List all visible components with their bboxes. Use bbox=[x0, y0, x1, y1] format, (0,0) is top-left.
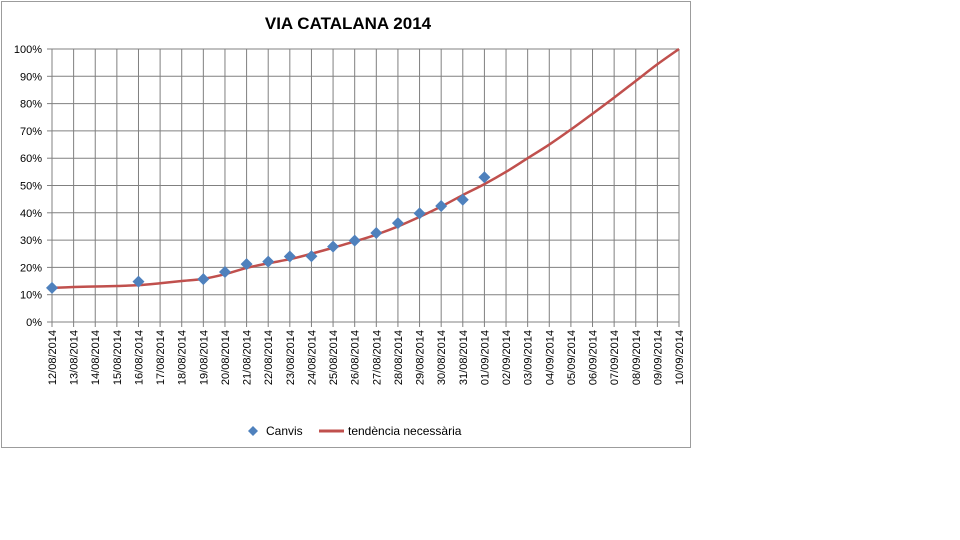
data-point bbox=[478, 171, 491, 184]
y-tick-label: 60% bbox=[20, 153, 42, 165]
x-tick-label: 25/08/2014 bbox=[328, 330, 340, 385]
y-tick-label: 70% bbox=[20, 126, 42, 138]
x-tick-label: 05/09/2014 bbox=[566, 330, 578, 385]
data-point bbox=[132, 275, 145, 288]
x-tick-label: 14/08/2014 bbox=[90, 330, 102, 385]
x-tick-label: 22/08/2014 bbox=[263, 330, 275, 385]
data-point bbox=[413, 207, 426, 220]
scatter-point-layer bbox=[46, 171, 491, 294]
x-tick-label: 10/09/2014 bbox=[674, 330, 686, 385]
y-tick-label: 30% bbox=[20, 235, 42, 247]
y-tick-label: 10% bbox=[20, 290, 42, 302]
y-tick-label: 20% bbox=[20, 262, 42, 274]
x-tick-label: 29/08/2014 bbox=[415, 330, 427, 385]
chart-title: VIA CATALANA 2014 bbox=[265, 14, 432, 33]
x-tick-label: 16/08/2014 bbox=[133, 330, 145, 385]
y-tick-label: 90% bbox=[20, 71, 42, 83]
data-point bbox=[456, 193, 469, 206]
data-point bbox=[305, 250, 318, 263]
x-tick-label: 24/08/2014 bbox=[306, 330, 318, 385]
y-tick-label: 80% bbox=[20, 99, 42, 111]
data-point bbox=[370, 227, 383, 240]
data-point bbox=[46, 281, 58, 294]
data-point bbox=[197, 273, 210, 286]
x-tick-label: 12/08/2014 bbox=[47, 330, 59, 385]
chart-frame: VIA CATALANA 2014 0% 10% 20% 30% 40% 50% 60% 70… bbox=[1, 1, 691, 448]
x-axis-ticks: 12/08/2014 13/08/2014 14/08/2014 15/08/2014… bbox=[47, 330, 686, 385]
data-point bbox=[391, 217, 404, 230]
y-tick-label: 100% bbox=[14, 44, 42, 56]
legend-label-trend: tendència necessària bbox=[348, 424, 462, 438]
y-tick-label: 50% bbox=[20, 181, 42, 193]
x-tick-label: 23/08/2014 bbox=[285, 330, 297, 385]
x-tick-label: 20/08/2014 bbox=[220, 330, 232, 385]
y-tick-label: 0% bbox=[26, 317, 42, 329]
legend-marker-canvis bbox=[248, 426, 258, 436]
x-tick-label: 08/09/2014 bbox=[631, 330, 643, 385]
data-point bbox=[262, 255, 275, 268]
grid-layer bbox=[47, 48, 680, 327]
x-tick-label: 18/08/2014 bbox=[177, 330, 189, 385]
data-point bbox=[283, 250, 296, 263]
data-point bbox=[435, 199, 448, 212]
x-tick-label: 06/09/2014 bbox=[588, 330, 600, 385]
x-tick-label: 30/08/2014 bbox=[436, 330, 448, 385]
x-tick-label: 03/09/2014 bbox=[523, 330, 535, 385]
x-tick-label: 28/08/2014 bbox=[393, 330, 405, 385]
legend-label-canvis: Canvis bbox=[266, 424, 303, 438]
x-tick-label: 26/08/2014 bbox=[350, 330, 362, 385]
data-point bbox=[218, 266, 231, 279]
x-tick-label: 09/09/2014 bbox=[652, 330, 664, 385]
x-tick-label: 04/09/2014 bbox=[544, 330, 556, 385]
x-tick-label: 02/09/2014 bbox=[501, 330, 513, 385]
x-tick-label: 19/08/2014 bbox=[198, 330, 210, 385]
y-axis-ticks: 0% 10% 20% 30% 40% 50% 60% 70% 80% 90% 100% bbox=[14, 44, 42, 329]
trend-line bbox=[51, 47, 680, 290]
data-point bbox=[240, 258, 253, 271]
x-tick-label: 01/09/2014 bbox=[479, 330, 491, 385]
chart: VIA CATALANA 2014 0% 10% 20% 30% 40% 50% 60% 70… bbox=[14, 14, 686, 438]
y-tick-label: 40% bbox=[20, 208, 42, 220]
legend: Canvis tendència necessària bbox=[248, 424, 462, 438]
data-point bbox=[348, 234, 361, 247]
x-tick-label: 07/09/2014 bbox=[609, 330, 621, 385]
x-tick-label: 15/08/2014 bbox=[112, 330, 124, 385]
data-point bbox=[327, 240, 340, 253]
x-tick-label: 17/08/2014 bbox=[155, 330, 167, 385]
x-tick-label: 27/08/2014 bbox=[371, 330, 383, 385]
x-tick-label: 31/08/2014 bbox=[458, 330, 470, 385]
x-tick-label: 21/08/2014 bbox=[242, 330, 254, 385]
x-tick-label: 13/08/2014 bbox=[69, 330, 81, 385]
trend-line-layer bbox=[51, 47, 680, 290]
